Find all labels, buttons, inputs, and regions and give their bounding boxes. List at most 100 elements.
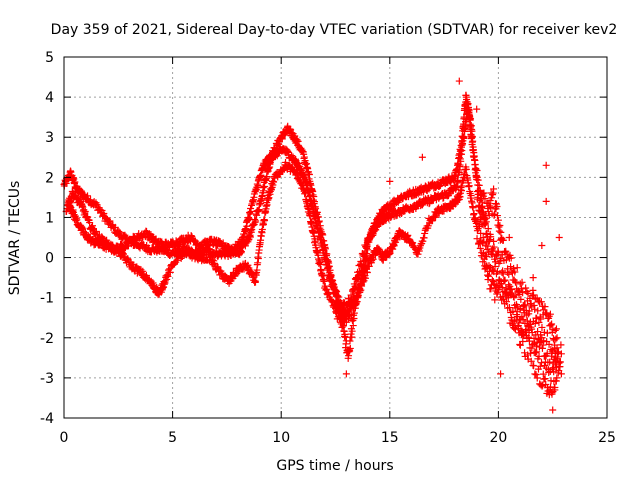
data-point [480,238,488,246]
data-point [537,359,545,367]
data-point [252,217,260,225]
data-point [487,203,495,211]
data-point [535,343,543,351]
plot-frame [63,56,608,419]
data-point [542,197,550,205]
x-tick-label: 15 [381,430,399,446]
data-point [415,247,423,255]
data-point [338,313,346,321]
x-tick-label: 25 [598,430,616,446]
data-point [490,268,498,276]
data-point [484,242,492,250]
data-point [488,194,496,202]
data-point [491,296,499,304]
data-point [536,362,544,370]
data-point [483,230,491,238]
data-point [551,361,559,369]
y-tick-label: -2 [40,331,54,347]
data-point [109,241,117,249]
data-point [334,305,342,313]
data-point [555,234,563,241]
data-point [541,303,549,311]
data-point [531,305,539,313]
data-point [538,242,546,250]
data-point [553,334,561,342]
data-point [487,233,495,241]
data-point [494,216,502,224]
data-point [502,284,510,292]
data-point [537,298,545,306]
data-point [365,262,373,270]
data-point [535,352,543,360]
grid-lines [64,57,607,418]
y-tick-label: 5 [45,50,54,66]
x-tick-label: 0 [60,430,69,446]
data-point [534,297,542,305]
data-point [457,157,465,165]
data-point [511,268,519,276]
data-point [548,365,556,373]
data-point [533,374,541,382]
data-point [325,290,333,298]
data-point [488,276,496,284]
data-point [477,229,485,237]
data-point [482,218,490,226]
data-point [538,323,546,331]
data-point [499,292,507,300]
data-point [358,262,366,270]
data-point [546,310,554,318]
data-point [507,263,515,271]
chart-title: Day 359 of 2021, Sidereal Day-to-day VTE… [51,22,618,38]
data-point [517,285,525,293]
y-axis-label: SDTVAR / TECUs [7,181,23,296]
data-point [529,274,537,282]
data-point [499,236,507,244]
data-point [502,298,510,306]
data-point [409,239,417,247]
data-point [342,370,350,378]
data-point [485,272,493,280]
data-point [522,284,530,292]
data-point [324,264,332,272]
data-point [301,189,309,197]
data-point [527,357,535,365]
data-point [512,291,520,299]
data-point [214,263,222,271]
data-point [334,292,342,300]
data-point [350,309,358,317]
data-point [356,287,364,295]
data-point [106,217,114,225]
data-point [528,344,536,352]
data-point [547,321,555,329]
data-point [320,247,328,255]
data-point [348,333,356,341]
data-point [530,362,538,370]
data-point [529,286,537,294]
data-point [478,198,486,206]
data-point [316,261,324,269]
data-point [166,268,174,276]
data-point [482,253,490,261]
data-point [404,231,412,239]
data-point [528,325,536,333]
data-point [210,259,218,267]
data-point [506,304,514,312]
data-point [174,256,182,264]
data-point [552,325,560,333]
data-point [528,341,536,349]
data-point [507,254,515,262]
data-point [119,250,127,258]
data-point [142,272,150,280]
data-point [517,326,525,334]
data-point [551,341,559,349]
data-point [481,195,489,203]
data-point [490,185,498,193]
data-point [519,338,527,346]
data-point [468,138,476,146]
data-point [474,176,482,184]
data-point [507,309,515,317]
data-point [554,348,562,356]
data-point [534,307,542,315]
data-point [539,370,547,378]
data-point [542,161,550,169]
